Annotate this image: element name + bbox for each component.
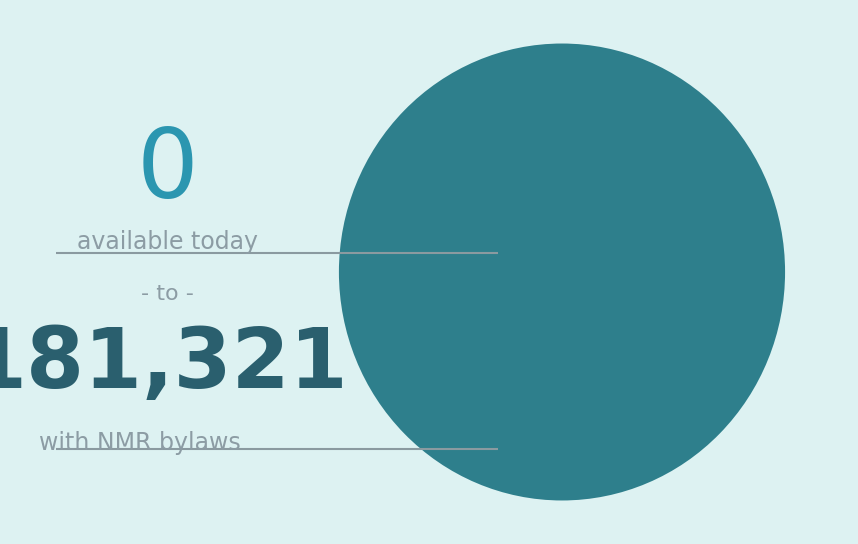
Text: with NMR bylaws: with NMR bylaws [39,431,241,455]
Ellipse shape [339,44,785,500]
Text: - to -: - to - [141,284,194,304]
Text: 181,321: 181,321 [0,324,348,405]
Text: available today: available today [77,230,257,254]
Text: 0: 0 [136,125,198,218]
